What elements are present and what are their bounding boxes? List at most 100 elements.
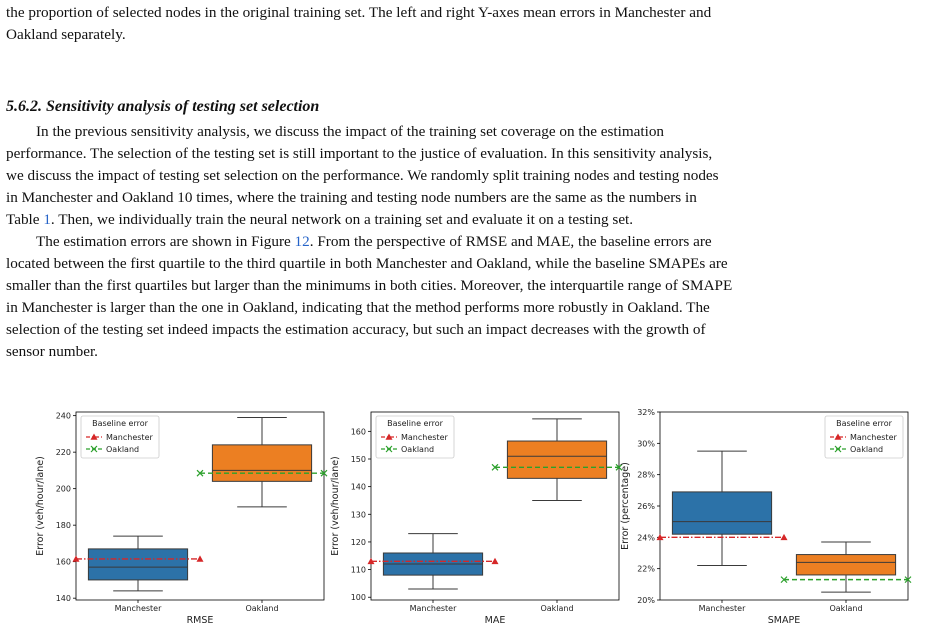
box-iqr	[506, 440, 608, 479]
paragraph-1-line-1: In the previous sensitivity analysis, we…	[36, 123, 665, 140]
x-tick-label: Manchester	[410, 604, 457, 613]
y-tick-label: 200	[56, 485, 71, 494]
y-tick-label: 24%	[637, 533, 655, 542]
legend-label-manchester: Manchester	[850, 433, 897, 442]
legend-label-manchester: Manchester	[401, 433, 448, 442]
y-tick-label: 28%	[637, 471, 655, 480]
chart-smape: 20% 22% 24% 26% 28% 30% 32% Manchester Oakland SM…	[620, 408, 912, 626]
legend-manchester-marker	[834, 433, 842, 440]
baseline-manchester-marker	[72, 555, 80, 562]
y-tick-label: 240	[56, 412, 71, 421]
legend-oakland-marker	[385, 445, 393, 453]
baseline-manchester-marker	[491, 557, 499, 565]
y-tick-label: 22%	[637, 565, 655, 574]
y-tick-label: 30%	[637, 439, 655, 448]
box-iqr	[211, 444, 313, 482]
legend-title: Baseline error	[836, 419, 893, 428]
y-axis-label: Error (veh/hour/lane)	[330, 456, 341, 556]
baseline-oakland-marker	[904, 576, 912, 584]
box-iqr	[795, 554, 897, 576]
y-axis-label: Error (veh/hour/lane)	[35, 456, 46, 556]
y-tick-label: 100	[351, 593, 366, 602]
paragraph-2-line-3: smaller than the first quartiles but lar…	[6, 277, 733, 294]
y-tick-label: 220	[56, 448, 71, 457]
y-tick-label: 140	[56, 594, 71, 603]
box-iqr	[671, 491, 773, 535]
legend-oakland-marker	[834, 445, 842, 453]
y-tick-label: 110	[351, 566, 366, 575]
baseline-oakland-marker	[615, 463, 623, 471]
y-tick-label: 140	[351, 483, 366, 492]
y-tick-label: 32%	[637, 408, 655, 417]
x-tick-label: Manchester	[699, 604, 746, 613]
x-tick-label: Oakland	[540, 604, 573, 613]
box-iqr	[87, 548, 189, 581]
paragraph-2-line-2: located between the first quartile to th…	[6, 255, 728, 272]
section-heading: 5.6.2. Sensitivity analysis of testing s…	[6, 98, 320, 115]
baseline-oakland-marker	[780, 576, 788, 584]
legend: Baseline error Manchester Oakland	[824, 415, 904, 459]
legend-title: Baseline error	[387, 419, 444, 428]
legend-manchester-marker	[385, 433, 393, 440]
baseline-manchester-marker	[367, 557, 375, 565]
legend-box	[375, 415, 455, 459]
chart-rmse: 140 160 180 200 220 240 Manchester Oakland RMSE E…	[35, 411, 328, 626]
paragraph-1-text: Table	[6, 211, 44, 228]
paragraph-2-line-6: sensor number.	[6, 343, 98, 360]
legend-label-oakland: Oakland	[850, 445, 883, 454]
box-oakland	[211, 416, 313, 508]
legend: Baseline error Manchester Oakland	[375, 415, 455, 459]
paragraph-2-line-4: in Manchester is larger than the one in …	[6, 299, 710, 316]
box-manchester	[382, 533, 484, 590]
y-tick-label: 160	[56, 558, 71, 567]
caption-line-1: the proportion of selected nodes in the …	[6, 4, 712, 21]
x-tick-label: Oakland	[245, 604, 278, 613]
x-axis-label: SMAPE	[768, 615, 800, 626]
paragraph-1-line-4: in Manchester and Oakland 10 times, wher…	[6, 189, 697, 206]
plot-frame	[370, 411, 620, 601]
y-tick-label: 160	[351, 427, 366, 436]
baseline-manchester-marker	[656, 533, 664, 541]
x-tick-label: Oakland	[829, 604, 862, 613]
y-tick-label: 120	[351, 538, 366, 547]
y-tick-label: 26%	[637, 502, 655, 511]
legend-manchester-marker	[90, 433, 98, 440]
paragraph-1-line-5: Table 1. Then, we individually train the…	[6, 209, 633, 231]
legend-box	[824, 415, 904, 459]
legend-label-oakland: Oakland	[106, 445, 139, 454]
legend-label-manchester: Manchester	[106, 433, 153, 442]
y-tick-label: 130	[351, 510, 366, 519]
paragraph-2-text: The estimation errors are shown in Figur…	[36, 233, 295, 250]
y-tick-label: 180	[56, 521, 71, 530]
y-axis-label: Error (percentage)	[620, 462, 631, 550]
table-ref-link[interactable]: 1	[43, 211, 51, 228]
y-tick-label: 20%	[637, 596, 655, 605]
plot-frame	[75, 411, 325, 601]
x-axis-label: MAE	[485, 615, 506, 626]
baseline-manchester-marker	[780, 533, 788, 541]
paragraph-1-line-3: we discuss the impact of testing set sel…	[6, 167, 719, 184]
x-axis-label: RMSE	[187, 615, 214, 626]
x-tick-label: Manchester	[115, 604, 162, 613]
legend-box	[80, 415, 160, 459]
baseline-manchester-marker	[196, 555, 204, 562]
legend-oakland-marker	[90, 445, 98, 453]
baseline-oakland-marker	[196, 469, 204, 477]
paragraph-2-line-5: selection of the testing set indeed impa…	[6, 321, 706, 338]
legend-label-oakland: Oakland	[401, 445, 434, 454]
paragraph-1-text-end: . Then, we individually train the neural…	[50, 211, 634, 228]
legend: Baseline error Manchester Oakland	[80, 415, 160, 459]
box-manchester	[87, 535, 189, 592]
chart-mae: 100 110 120 130 140 150 160 Manchester Oakland MA…	[330, 411, 623, 626]
paragraph-2-line-1: The estimation errors are shown in Figur…	[36, 231, 712, 253]
figure-ref-link[interactable]: 12	[294, 233, 310, 250]
paragraph-2-text-end: . From the perspective of RMSE and MAE, …	[309, 233, 712, 250]
box-oakland	[795, 541, 897, 593]
box-manchester	[671, 450, 773, 567]
paragraph-1-line-2: performance. The selection of the testin…	[6, 145, 713, 162]
baseline-oakland-marker	[491, 463, 499, 471]
y-tick-label: 150	[351, 455, 366, 464]
caption-line-2: Oakland separately.	[6, 26, 126, 43]
baseline-oakland-marker	[320, 469, 328, 477]
figure-boxplots: 140 160 180 200 220 240 Manchester Oakland RMSE E…	[35, 408, 912, 626]
